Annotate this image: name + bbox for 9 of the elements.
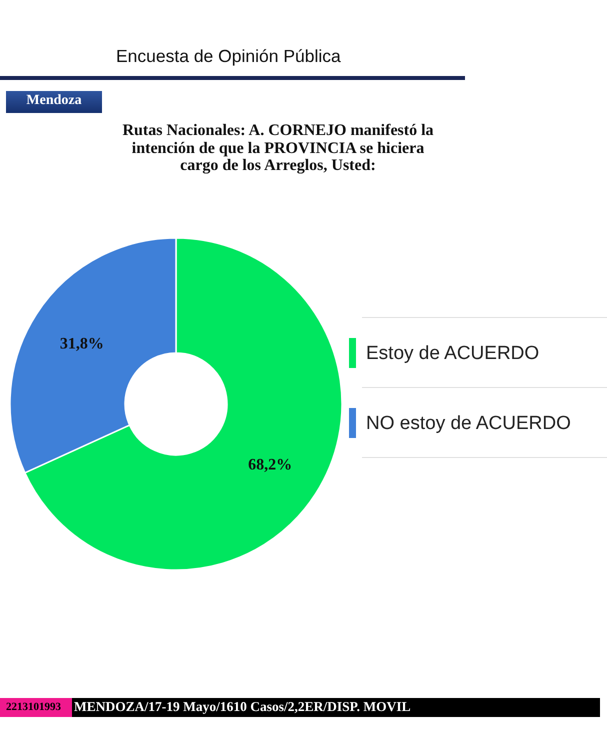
text: Encuesta de Opinión Pública bbox=[116, 46, 341, 67]
chart-title: Rutas Nacionales: A. CORNEJO manifestó la intención de que la PROVINCIA se hiciera cargo de los Arreglos, Usted: bbox=[121, 122, 435, 174]
text: 2213101993 bbox=[6, 701, 61, 713]
legend-label: NO estoy de ACUERDO bbox=[366, 413, 571, 434]
text: MENDOZA/17-19 Mayo/1610 Casos/2,2ER/DISP. MOVIL bbox=[74, 699, 411, 715]
text: Mendoza bbox=[25, 93, 83, 109]
data-label: 68,2% bbox=[248, 456, 292, 474]
legend-label: Estoy de ACUERDO bbox=[366, 343, 540, 364]
data-label: 31,8% bbox=[60, 335, 104, 352]
